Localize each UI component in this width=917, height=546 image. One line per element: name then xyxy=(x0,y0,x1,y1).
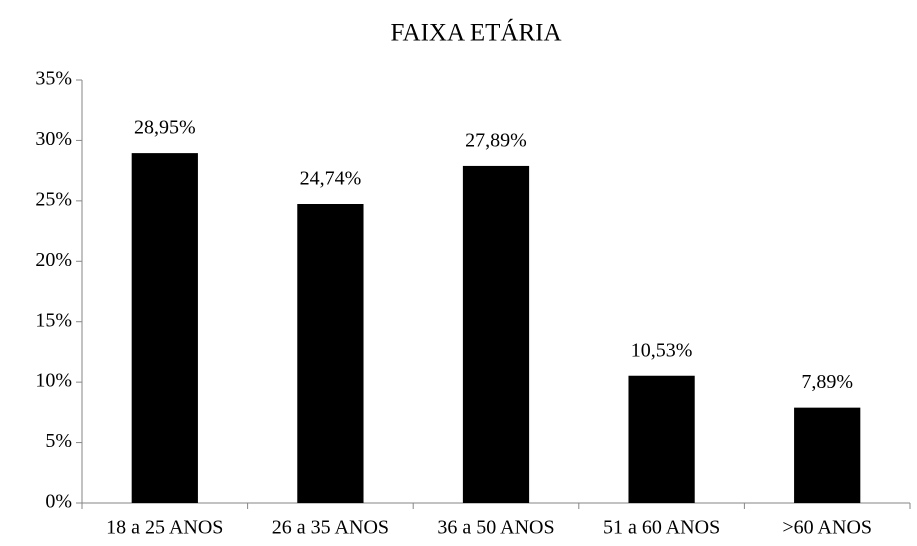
data-label: 7,89% xyxy=(801,371,853,393)
data-label: 27,89% xyxy=(465,130,527,152)
y-tick-label: 25% xyxy=(35,188,72,210)
y-tick-label: 35% xyxy=(35,68,72,90)
bar xyxy=(131,153,198,503)
bar xyxy=(628,375,695,503)
y-tick-label: 20% xyxy=(35,249,72,271)
y-tick-label: 15% xyxy=(35,309,72,331)
y-tick-label: 10% xyxy=(35,370,72,392)
data-label: 28,95% xyxy=(134,117,196,139)
bar xyxy=(794,407,861,503)
y-tick-label: 0% xyxy=(45,491,72,513)
data-label: 24,74% xyxy=(300,168,362,190)
bar xyxy=(462,165,530,503)
x-tick-label: 26 a 35 ANOS xyxy=(272,517,389,539)
x-tick-label: 36 a 50 ANOS xyxy=(437,517,554,539)
y-tick-label: 5% xyxy=(45,430,72,452)
data-label: 10,53% xyxy=(631,339,693,361)
x-tick-label: 18 a 25 ANOS xyxy=(106,517,223,539)
x-tick-label: 51 a 60 ANOS xyxy=(603,517,720,539)
y-tick-label: 30% xyxy=(35,128,72,150)
bar xyxy=(297,203,364,503)
chart-title: FAIXA ETÁRIA xyxy=(390,19,561,47)
x-tick-label: >60 ANOS xyxy=(782,517,872,539)
